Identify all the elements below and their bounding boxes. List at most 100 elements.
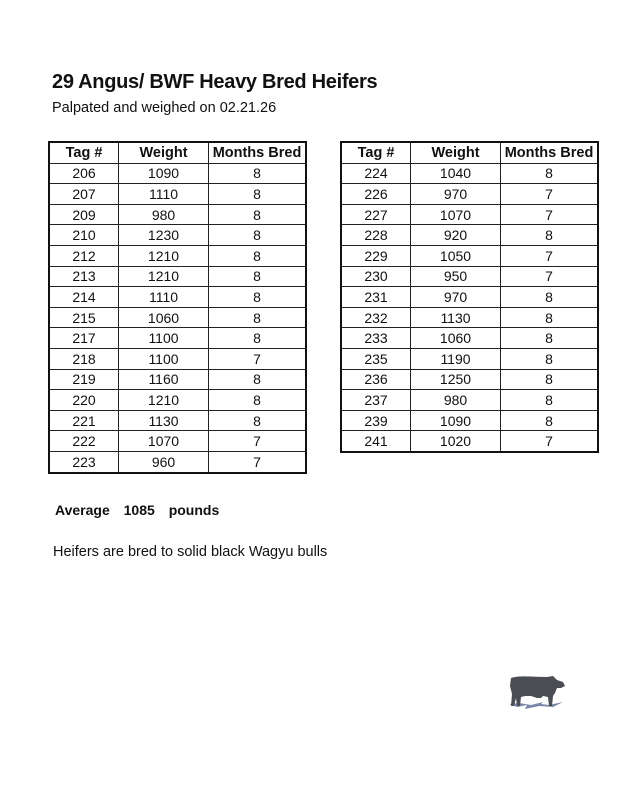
- weight-cell: 950: [410, 265, 501, 288]
- table-row: 218 1100 7: [48, 347, 307, 370]
- weight-cell: 980: [410, 389, 501, 411]
- table-row: 220 1210 8: [48, 389, 307, 411]
- months-bred-cell: 8: [208, 327, 307, 349]
- table-row: 206 1090 8: [48, 162, 307, 185]
- tag-cell: 215: [48, 306, 119, 329]
- heifer-table-right: Tag # Weight Months Bred 224 1040 8 226 970 7…: [340, 141, 599, 453]
- table-row: 241 1020 7: [340, 430, 599, 453]
- column-header-months-bred: Months Bred: [208, 141, 307, 164]
- months-bred-cell: 8: [500, 389, 599, 411]
- months-bred-cell: 8: [500, 162, 599, 185]
- weight-cell: 1090: [118, 162, 209, 185]
- weight-cell: 1160: [118, 368, 209, 391]
- tag-cell: 212: [48, 244, 119, 267]
- tag-cell: 228: [340, 224, 411, 246]
- tag-cell: 239: [340, 409, 411, 432]
- table-row: 210 1230 8: [48, 224, 307, 246]
- weight-cell: 970: [410, 286, 501, 308]
- table-row: 214 1110 8: [48, 286, 307, 308]
- months-bred-cell: 8: [208, 368, 307, 391]
- weight-cell: 1100: [118, 327, 209, 349]
- tag-cell: 235: [340, 347, 411, 370]
- months-bred-cell: 8: [208, 306, 307, 329]
- months-bred-cell: 7: [208, 347, 307, 370]
- months-bred-cell: 8: [500, 306, 599, 329]
- months-bred-cell: 8: [208, 389, 307, 411]
- tag-cell: 218: [48, 347, 119, 370]
- weight-cell: 1130: [118, 409, 209, 432]
- tag-cell: 214: [48, 286, 119, 308]
- weight-cell: 1060: [410, 327, 501, 349]
- months-bred-cell: 7: [208, 450, 307, 474]
- tag-cell: 209: [48, 203, 119, 226]
- weight-cell: 1110: [118, 183, 209, 205]
- table-row: 207 1110 8: [48, 183, 307, 205]
- table-row: 224 1040 8: [340, 162, 599, 185]
- table-row: 221 1130 8: [48, 409, 307, 432]
- heifer-table-left: Tag # Weight Months Bred 206 1090 8 207 1110…: [48, 141, 307, 474]
- average-unit: pounds: [168, 502, 220, 518]
- weight-cell: 960: [118, 450, 209, 474]
- table-row: 215 1060 8: [48, 306, 307, 329]
- table-row: 231 970 8: [340, 286, 599, 308]
- table-row: 229 1050 7: [340, 244, 599, 267]
- tag-cell: 230: [340, 265, 411, 288]
- table-row: 239 1090 8: [340, 409, 599, 432]
- table-row: 213 1210 8: [48, 265, 307, 288]
- tag-cell: 226: [340, 183, 411, 205]
- weight-cell: 920: [410, 224, 501, 246]
- tag-cell: 220: [48, 389, 119, 411]
- tag-cell: 224: [340, 162, 411, 185]
- tag-cell: 237: [340, 389, 411, 411]
- weight-cell: 1230: [118, 224, 209, 246]
- months-bred-cell: 8: [208, 224, 307, 246]
- months-bred-cell: 7: [500, 244, 599, 267]
- table-row: 212 1210 8: [48, 244, 307, 267]
- tag-cell: 232: [340, 306, 411, 329]
- months-bred-cell: 8: [500, 224, 599, 246]
- tag-cell: 210: [48, 224, 119, 246]
- column-header-weight: Weight: [410, 141, 501, 164]
- table-row: 230 950 7: [340, 265, 599, 288]
- tag-cell: 207: [48, 183, 119, 205]
- weight-cell: 1250: [410, 368, 501, 391]
- tag-cell: 217: [48, 327, 119, 349]
- weight-cell: 1190: [410, 347, 501, 370]
- tag-cell: 213: [48, 265, 119, 288]
- weight-cell: 980: [118, 203, 209, 226]
- months-bred-cell: 7: [500, 265, 599, 288]
- weight-cell: 1210: [118, 265, 209, 288]
- table-row: 223 960 7: [48, 450, 307, 474]
- tag-cell: 221: [48, 409, 119, 432]
- column-header-tag: Tag #: [48, 141, 119, 164]
- weight-cell: 1020: [410, 430, 501, 453]
- table-row: 237 980 8: [340, 389, 599, 411]
- months-bred-cell: 8: [500, 409, 599, 432]
- bull-silhouette-icon: [509, 676, 565, 709]
- table-row: 222 1070 7: [48, 430, 307, 452]
- column-header-months-bred: Months Bred: [500, 141, 599, 164]
- tag-cell: 222: [48, 430, 119, 452]
- months-bred-cell: 8: [500, 286, 599, 308]
- weight-cell: 1040: [410, 162, 501, 185]
- months-bred-cell: 8: [500, 347, 599, 370]
- tag-cell: 229: [340, 244, 411, 267]
- average-label: Average: [55, 502, 110, 518]
- weight-cell: 1110: [118, 286, 209, 308]
- weight-cell: 1210: [118, 244, 209, 267]
- column-header-weight: Weight: [118, 141, 209, 164]
- weight-cell: 970: [410, 183, 501, 205]
- subtitle: Palpated and weighed on 02.21.26: [52, 100, 277, 116]
- weight-cell: 1060: [118, 306, 209, 329]
- weight-cell: 1070: [410, 203, 501, 226]
- tag-cell: 233: [340, 327, 411, 349]
- tag-cell: 227: [340, 203, 411, 226]
- months-bred-cell: 7: [500, 203, 599, 226]
- months-bred-cell: 7: [500, 183, 599, 205]
- table-row: 236 1250 8: [340, 368, 599, 391]
- breeding-note: Heifers are bred to solid black Wagyu bu…: [53, 544, 328, 560]
- months-bred-cell: 8: [208, 265, 307, 288]
- months-bred-cell: 8: [208, 244, 307, 267]
- months-bred-cell: 7: [500, 430, 599, 453]
- weight-cell: 1090: [410, 409, 501, 432]
